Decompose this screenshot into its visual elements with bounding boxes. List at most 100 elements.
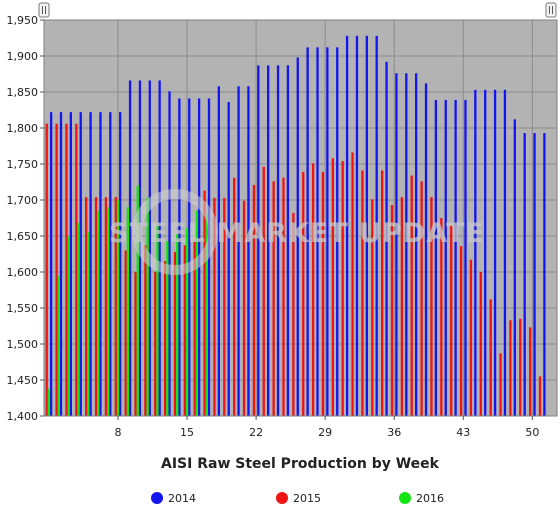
bar-2014-week-47 bbox=[503, 89, 507, 416]
bar-2015-week-35 bbox=[381, 170, 384, 416]
bar-2015-week-31 bbox=[341, 161, 344, 416]
bar-2015-week-18 bbox=[213, 197, 216, 416]
x-tick-label: 36 bbox=[387, 426, 401, 439]
bar-2014-week-29 bbox=[326, 47, 329, 417]
bar-2014-week-49 bbox=[523, 133, 526, 417]
bar-2014-week-21 bbox=[247, 86, 250, 417]
bar-2016-week-13 bbox=[166, 241, 169, 416]
bar-2014-week-7 bbox=[109, 112, 112, 416]
bar-2014-week-51 bbox=[543, 133, 546, 417]
bar-2015-week-30 bbox=[331, 158, 334, 417]
y-tick-label: 1,750 bbox=[7, 158, 39, 171]
y-tick-label: 1,850 bbox=[7, 86, 39, 99]
bar-2014-week-11 bbox=[148, 80, 151, 416]
bar-2015-week-50 bbox=[528, 327, 532, 416]
legend-item-2015[interactable]: 2015 bbox=[276, 492, 321, 505]
bar-2014-week-45 bbox=[484, 89, 487, 416]
bar-2016-week-11 bbox=[146, 197, 149, 416]
legend-item-2014[interactable]: 2014 bbox=[151, 492, 196, 505]
bar-2014-week-20 bbox=[237, 86, 240, 417]
legend-label: 2015 bbox=[293, 492, 321, 505]
x-tick-label: 43 bbox=[456, 426, 470, 439]
bar-2014-week-19 bbox=[227, 102, 230, 416]
bar-2015-week-17 bbox=[203, 190, 206, 416]
bar-2014-week-23 bbox=[267, 65, 270, 417]
legend-marker bbox=[276, 492, 288, 504]
bar-2015-week-7 bbox=[104, 197, 108, 416]
bar-2014-week-6 bbox=[99, 112, 102, 416]
bar-2015-week-25 bbox=[282, 177, 285, 416]
bar-2014-week-8 bbox=[119, 112, 122, 416]
y-tick-label: 1,600 bbox=[7, 266, 39, 279]
bar-2014-week-12 bbox=[158, 80, 161, 416]
watermark-logo bbox=[132, 189, 218, 275]
bar-2016-week-6 bbox=[97, 210, 100, 416]
y-tick-label: 1,650 bbox=[7, 230, 39, 243]
bar-2014-week-38 bbox=[415, 73, 418, 416]
bar-2014-week-46 bbox=[493, 89, 497, 416]
bar-2014-week-44 bbox=[474, 89, 477, 416]
bar-2015-week-5 bbox=[85, 197, 88, 416]
bar-2015-week-21 bbox=[242, 200, 246, 416]
bar-2014-week-48 bbox=[513, 119, 516, 417]
watermark-layer: STEEL MARKET UPDATE bbox=[109, 189, 485, 275]
bar-2014-week-3 bbox=[69, 112, 73, 416]
x-tick-label: 29 bbox=[318, 426, 332, 439]
y-tick-label: 1,550 bbox=[7, 302, 39, 315]
bar-2015-week-8 bbox=[114, 197, 117, 416]
bar-2014-week-43 bbox=[464, 99, 467, 417]
bar-2016-week-5 bbox=[87, 231, 90, 416]
bar-2016-week-12 bbox=[156, 225, 159, 416]
bar-2014-week-25 bbox=[286, 65, 290, 417]
legend-marker bbox=[151, 492, 163, 504]
bar-2014-week-37 bbox=[405, 73, 408, 416]
bar-2014-week-24 bbox=[276, 65, 280, 417]
bar-2015-week-4 bbox=[75, 123, 78, 417]
bar-2015-week-41 bbox=[440, 218, 443, 416]
legend-marker bbox=[399, 492, 411, 504]
plot-border bbox=[43, 19, 558, 417]
bar-2014-week-32 bbox=[355, 35, 359, 417]
legend-item-2016[interactable]: 2016 bbox=[399, 492, 444, 505]
x-tick-label: 22 bbox=[249, 426, 263, 439]
watermark-text: STEEL MARKET UPDATE bbox=[109, 218, 485, 249]
bar-2014-week-50 bbox=[533, 133, 536, 417]
bar-2016-week-3 bbox=[67, 236, 70, 416]
bar-2016-week-1 bbox=[47, 388, 51, 416]
x-tick-label: 50 bbox=[525, 426, 539, 439]
bar-2015-week-1 bbox=[45, 123, 48, 417]
bar-2015-week-6 bbox=[94, 197, 98, 416]
bar-2014-week-13 bbox=[168, 91, 171, 416]
bar-2015-week-2 bbox=[55, 123, 58, 417]
bar-2015-week-48 bbox=[509, 320, 512, 416]
bar-2015-week-34 bbox=[371, 199, 374, 416]
bar-2015-week-45 bbox=[479, 272, 482, 416]
bar-2014-week-5 bbox=[89, 112, 92, 416]
bar-2015-week-44 bbox=[469, 259, 473, 416]
bar-2015-week-46 bbox=[489, 299, 492, 416]
bar-2016-week-9 bbox=[126, 207, 130, 416]
left-scroll-handle[interactable] bbox=[38, 2, 50, 18]
bar-2014-week-34 bbox=[375, 35, 378, 417]
bar-2014-week-18 bbox=[217, 86, 220, 417]
bar-2016-week-8 bbox=[116, 200, 120, 416]
bar-2015-week-37 bbox=[400, 197, 404, 416]
bar-2014-week-22 bbox=[257, 65, 260, 417]
bar-2014-week-27 bbox=[306, 47, 309, 417]
bar-2014-week-41 bbox=[444, 99, 447, 417]
bar-2015-week-22 bbox=[252, 184, 256, 416]
bar-2015-week-38 bbox=[410, 175, 413, 416]
bar-2015-week-43 bbox=[459, 246, 463, 416]
bar-2015-week-9 bbox=[124, 250, 127, 416]
bar-2015-week-27 bbox=[302, 171, 305, 416]
right-scroll-handle[interactable] bbox=[545, 2, 557, 18]
bar-2014-week-26 bbox=[296, 57, 299, 416]
bar-2015-week-28 bbox=[311, 163, 315, 416]
chart-title: AISI Raw Steel Production by Week bbox=[161, 456, 440, 472]
bar-2014-week-42 bbox=[454, 99, 457, 417]
bar-2015-week-16 bbox=[193, 241, 196, 416]
bar-2015-week-39 bbox=[420, 181, 423, 416]
bar-2015-week-32 bbox=[351, 152, 354, 417]
bar-2015-week-51 bbox=[538, 376, 542, 416]
